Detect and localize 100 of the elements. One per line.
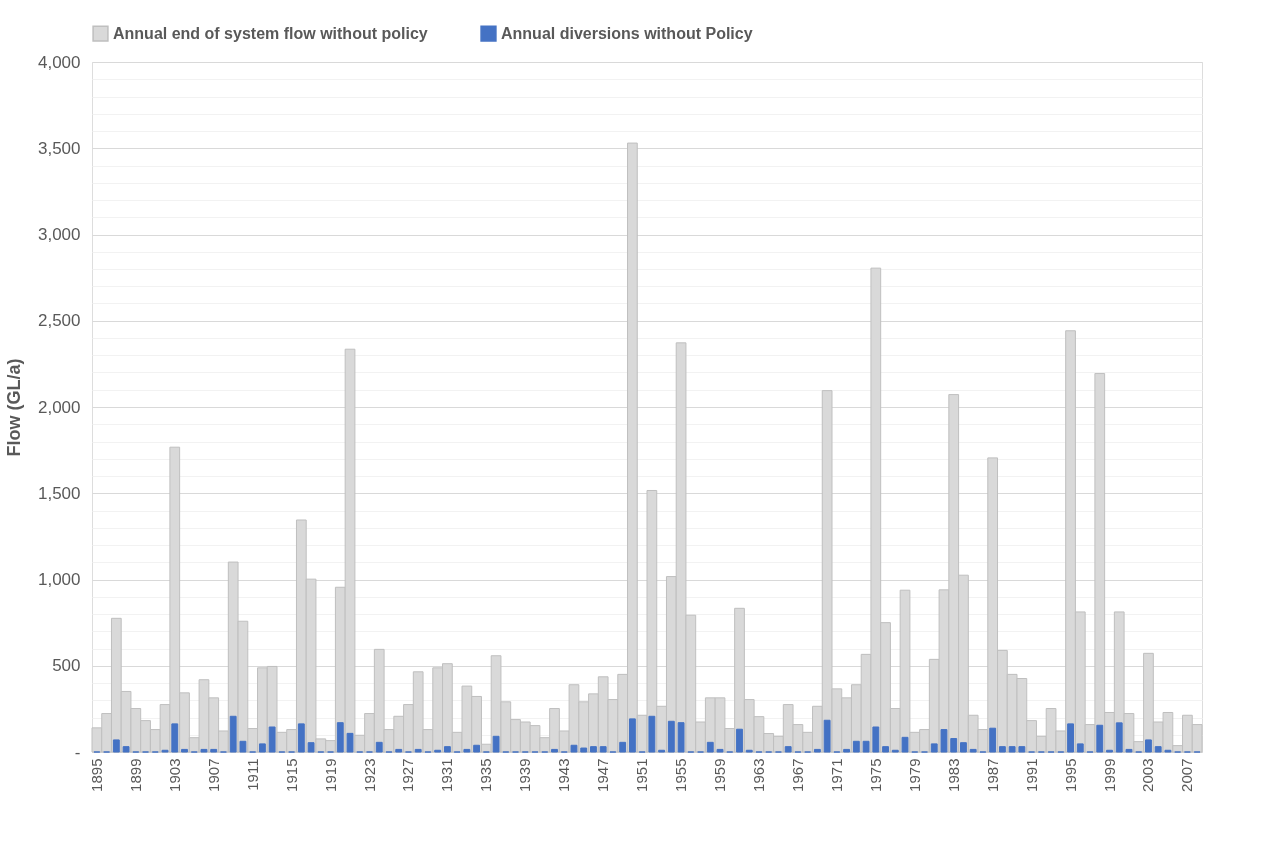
bar — [989, 727, 997, 753]
bar — [950, 738, 958, 753]
bar — [1067, 723, 1074, 753]
bar — [716, 748, 724, 753]
x-tick-label: 1975 — [866, 758, 884, 792]
y-tick-label: 4,000 — [37, 52, 81, 72]
y-axis-title: Flow (GL/a) — [3, 358, 24, 457]
bar — [414, 748, 422, 753]
bar — [667, 720, 675, 753]
bar — [619, 741, 627, 753]
x-tick-label: 1943 — [555, 758, 573, 792]
x-tick-label: 2003 — [1139, 758, 1157, 792]
bar — [473, 744, 481, 753]
y-tick-label: 1,500 — [37, 483, 81, 503]
bar — [580, 747, 588, 753]
bar — [1154, 746, 1162, 753]
bar — [1008, 746, 1016, 753]
bar — [1018, 746, 1026, 753]
bar — [852, 740, 860, 753]
bar — [1145, 739, 1152, 753]
bar — [862, 740, 870, 753]
x-tick-label: 2007 — [1178, 758, 1196, 792]
bar — [813, 748, 821, 753]
x-tick-label: 1911 — [243, 758, 261, 791]
x-tick-label: 1895 — [87, 758, 105, 792]
bar — [346, 732, 354, 753]
x-tick-label: 1907 — [204, 758, 222, 792]
y-tick-label: - — [74, 742, 81, 762]
bar — [901, 736, 909, 753]
x-tick-label: 1983 — [944, 758, 962, 792]
x-tick-label: 1903 — [165, 758, 183, 792]
bar — [239, 740, 247, 753]
x-tick-label: 1931 — [438, 758, 456, 792]
bar — [823, 719, 831, 753]
bar — [930, 743, 938, 753]
y-tick-label: 2,000 — [37, 397, 81, 417]
x-tick-label: 1991 — [1022, 758, 1040, 792]
x-tick-label: 1919 — [321, 758, 339, 792]
x-tick-label: 1955 — [672, 758, 690, 792]
bar — [590, 746, 597, 753]
bar — [677, 722, 685, 753]
bar — [297, 723, 305, 753]
bar — [1125, 748, 1133, 753]
x-tick-label: 1979 — [905, 758, 923, 792]
bar — [307, 742, 315, 753]
bar — [229, 715, 237, 753]
x-tick-label: 1947 — [594, 758, 612, 792]
x-tick-label: 1927 — [399, 758, 417, 792]
bar — [570, 744, 578, 753]
bar — [706, 741, 714, 753]
bar — [998, 746, 1006, 753]
x-tick-label: 1951 — [633, 758, 651, 792]
legend-label: Annual end of system flow without policy — [113, 24, 428, 42]
x-tick-label: 1999 — [1100, 758, 1118, 792]
x-tick-label: 1971 — [827, 758, 845, 792]
y-tick-label: 500 — [52, 656, 81, 676]
bar — [599, 746, 607, 753]
bar — [872, 726, 880, 753]
bar — [443, 746, 451, 753]
bar — [395, 748, 403, 753]
x-tick-label: 1899 — [126, 758, 144, 792]
bar — [940, 729, 948, 753]
bar — [268, 726, 276, 753]
bar — [882, 746, 889, 753]
y-tick-label: 1,000 — [37, 570, 81, 589]
bar — [492, 735, 500, 753]
bar — [200, 748, 208, 753]
bar — [551, 748, 558, 753]
bar — [969, 748, 977, 753]
bar — [784, 746, 792, 753]
bar — [258, 743, 266, 753]
x-tick-label: 1935 — [477, 758, 495, 792]
bar — [122, 746, 130, 753]
bar — [1096, 724, 1104, 753]
x-tick-label: 1923 — [360, 758, 378, 792]
x-tick-label: 1995 — [1061, 758, 1079, 792]
y-tick-label: 3,500 — [37, 138, 81, 158]
bar — [181, 748, 188, 753]
y-tick-label: 2,500 — [37, 311, 81, 331]
bar — [648, 715, 656, 753]
bar — [1076, 743, 1084, 753]
bar — [843, 748, 851, 753]
bar — [1115, 722, 1123, 753]
bar — [736, 728, 743, 753]
bar — [112, 739, 120, 753]
x-tick-label: 1963 — [749, 758, 767, 792]
bar — [210, 748, 218, 753]
bar — [463, 748, 471, 753]
x-tick-label: 1987 — [983, 758, 1001, 792]
x-tick-label: 1939 — [516, 758, 534, 792]
legend-label: Annual diversions without Policy — [501, 24, 753, 42]
x-tick-label: 1967 — [788, 758, 806, 792]
x-tick-label: 1915 — [282, 758, 300, 792]
bar — [375, 741, 383, 753]
bar — [336, 722, 344, 753]
x-tick-label: 1959 — [711, 758, 729, 792]
bar — [960, 742, 967, 753]
bar — [171, 723, 179, 753]
y-tick-label: 3,000 — [37, 225, 81, 244]
bar — [628, 718, 636, 753]
